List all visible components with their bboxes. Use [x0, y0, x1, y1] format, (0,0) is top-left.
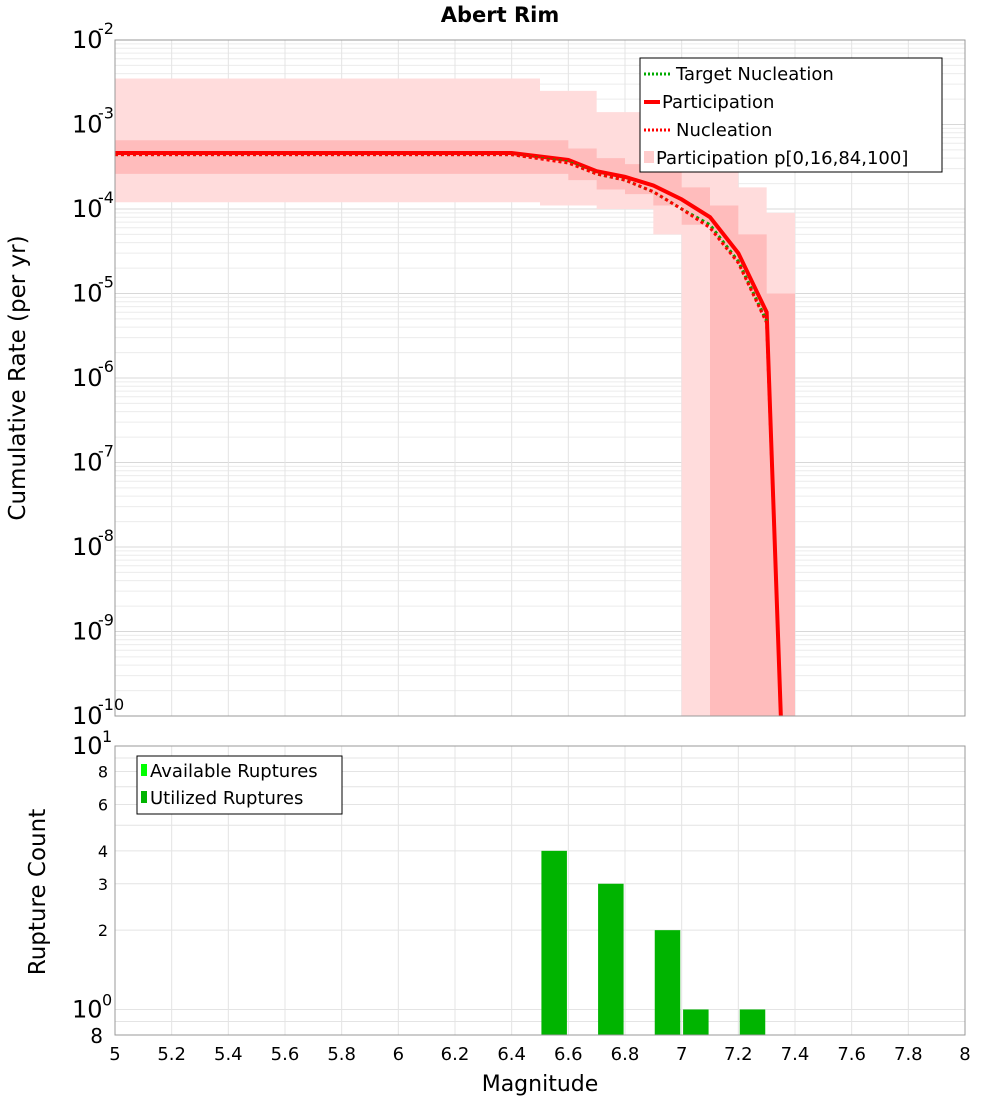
- rate-y-tick--7: 10-7: [72, 442, 114, 477]
- x-tick-label: 5: [109, 1044, 120, 1065]
- x-tick-label: 6.2: [441, 1044, 470, 1065]
- x-tick-label: 5.2: [157, 1044, 186, 1065]
- rate-y-tick-base: 10: [72, 26, 103, 54]
- x-tick-label: 7.2: [724, 1044, 753, 1065]
- count-y-tick: 2: [98, 921, 108, 940]
- count-y-tick-label: 3: [98, 875, 108, 894]
- x-tick-label: 7.4: [781, 1044, 810, 1065]
- rate-y-tick-exponent: -3: [98, 104, 114, 123]
- chart-title: Abert Rim: [441, 3, 559, 27]
- count-y-tick-label: 8: [98, 763, 108, 782]
- legend-swatch-utilized: [141, 791, 147, 803]
- legend-swatch-available: [141, 764, 147, 776]
- count-y-tick: 3: [98, 875, 108, 894]
- rate-y-tick-base: 10: [72, 280, 103, 308]
- rate-confidence-bands: [115, 78, 795, 717]
- count-bars: [541, 850, 766, 1035]
- x-tick-label: 7.8: [894, 1044, 923, 1065]
- legend-label-nucleation: Nucleation: [676, 120, 772, 141]
- rate-legend-box: [639, 57, 943, 173]
- count-y-tick-label: 6: [98, 795, 108, 814]
- x-tick-label: 7: [676, 1044, 687, 1065]
- rate-y-tick--9: 10-9: [72, 611, 114, 646]
- x-tick-label: 5.8: [327, 1044, 356, 1065]
- band-p16-p84: [115, 140, 795, 716]
- count-y-tick-base: 10: [72, 732, 103, 760]
- x-tick-label: 6.8: [611, 1044, 640, 1065]
- x-tick-label: 5.4: [214, 1044, 243, 1065]
- count-legend-box: [136, 755, 343, 815]
- rate-y-tick--8: 10-8: [72, 526, 114, 561]
- rate-y-tick--4: 10-4: [72, 188, 114, 223]
- rate-y-tick--6: 10-6: [72, 357, 114, 392]
- count-legend: Available Ruptures Utilized Ruptures: [136, 755, 343, 815]
- utilized-ruptures-bar: [683, 1009, 709, 1035]
- count-y-axis-label: Rupture Count: [25, 809, 51, 975]
- x-tick-labels: 5 5.2 5.4 5.6 5.8 6 6.2 6.4 6.6 6.8 7 7.2 7.4 7.6 7.8 8: [109, 1044, 970, 1065]
- x-tick-label: 8: [959, 1044, 970, 1065]
- rate-y-tick-base: 10: [72, 702, 103, 730]
- x-tick-label: 6: [393, 1044, 404, 1065]
- count-y-tick-exponent: 1: [102, 727, 112, 746]
- utilized-ruptures-bar: [541, 850, 567, 1035]
- legend-label-participation: Participation: [662, 92, 774, 113]
- count-y-tick: 6: [98, 795, 108, 814]
- count-y-tick-label: 2: [98, 921, 108, 940]
- rate-series-lines: [115, 150, 783, 717]
- rate-y-tick-labels: 10-210-310-410-510-610-710-810-910-10: [72, 19, 124, 730]
- rate-y-axis-label: Cumulative Rate (per yr): [5, 235, 31, 520]
- rate-y-tick-exponent: -9: [98, 611, 114, 630]
- x-tick-label: 7.6: [837, 1044, 866, 1065]
- rate-panel: 10-210-310-410-510-610-710-810-910-10 Cu…: [5, 19, 966, 730]
- count-y-tick-label: 8: [90, 1024, 103, 1048]
- rate-y-tick-exponent: -4: [98, 188, 114, 207]
- count-y-tick-label: 4: [98, 842, 108, 861]
- rate-y-tick-exponent: -2: [98, 19, 114, 38]
- count-y-tick: 10 1: [72, 727, 112, 760]
- rate-y-tick-base: 10: [72, 111, 103, 139]
- count-y-tick-base: 10: [72, 995, 103, 1023]
- rate-y-tick-exponent: -6: [98, 357, 114, 376]
- utilized-ruptures-bar: [598, 883, 624, 1035]
- legend-label-participation-band: Participation p[0,16,84,100]: [656, 148, 908, 169]
- rate-y-tick-exponent: -5: [98, 273, 114, 292]
- x-tick-label: 6.6: [554, 1044, 583, 1065]
- count-y-tick: 10 0: [72, 990, 112, 1023]
- rate-y-tick--3: 10-3: [72, 104, 114, 139]
- count-y-tick: 4: [98, 842, 108, 861]
- utilized-ruptures-bar: [739, 1009, 766, 1035]
- rate-y-tick-base: 10: [72, 364, 103, 392]
- rate-panel-frame: [114, 39, 966, 717]
- rate-y-tick-base: 10: [72, 195, 103, 223]
- utilized-ruptures-bar: [654, 930, 681, 1035]
- nucleation-line: [115, 153, 783, 717]
- count-y-tick: 8: [98, 763, 108, 782]
- count-panel-frame: [114, 745, 966, 1036]
- legend-label-available: Available Ruptures: [150, 761, 318, 782]
- rate-y-tick--10: 10-10: [72, 695, 124, 730]
- count-y-tick-exponent: 0: [102, 990, 112, 1009]
- legend-swatch-participation-band: [644, 151, 654, 163]
- rate-y-tick-exponent: -8: [98, 526, 114, 545]
- rate-y-tick-base: 10: [72, 449, 103, 477]
- x-axis-label: Magnitude: [482, 1072, 599, 1097]
- rate-legend: Target Nucleation Participation Nucleati…: [639, 57, 943, 173]
- legend-label-utilized: Utilized Ruptures: [150, 788, 303, 809]
- x-tick-label: 5.6: [271, 1044, 300, 1065]
- rate-y-tick-base: 10: [72, 533, 103, 561]
- count-y-tick: 8: [90, 1024, 103, 1048]
- rate-y-tick-exponent: -7: [98, 442, 114, 461]
- rate-y-tick--2: 10-2: [72, 19, 114, 54]
- rate-y-tick--5: 10-5: [72, 273, 114, 308]
- rate-y-tick-exponent: -10: [98, 695, 124, 714]
- participation-line: [115, 150, 783, 717]
- legend-label-target-nucleation: Target Nucleation: [675, 64, 834, 85]
- x-tick-label: 6.4: [497, 1044, 526, 1065]
- rate-y-tick-base: 10: [72, 618, 103, 646]
